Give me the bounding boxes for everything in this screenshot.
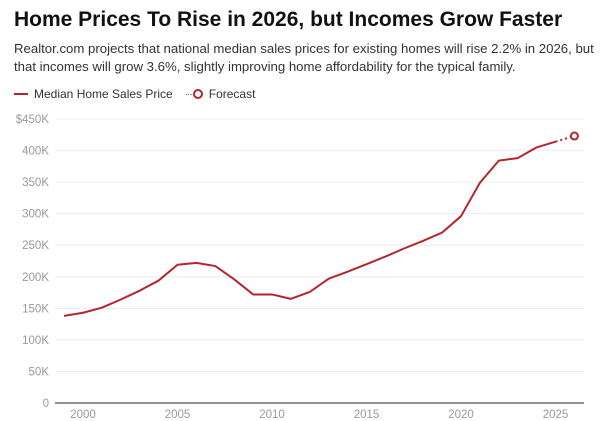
legend-line-swatch [14,93,28,95]
x-tick-label: 2000 [70,409,96,421]
legend-label-median: Median Home Sales Price [34,87,173,101]
x-tick-label: 2010 [259,409,285,421]
legend-forecast-swatch: ··· [185,89,203,100]
y-tick-label: 400K [22,146,49,158]
legend-label-forecast: Forecast [208,87,256,101]
y-tick-label: 100K [22,335,49,347]
y-tick-label: 300K [22,209,49,221]
y-tick-label: 350K [22,177,49,189]
chart-subtitle: Realtor.com projects that national media… [14,41,594,74]
y-tick-label: 50K [29,366,50,378]
y-tick-label: 250K [22,240,49,252]
y-tick-label: 200K [22,272,49,284]
x-tick-label: 2020 [448,409,474,421]
y-tick-label: $450K [16,114,50,126]
x-tick-label: 2015 [354,409,380,421]
x-tick-label: 2025 [543,409,569,421]
y-tick-label: 0 [43,398,49,410]
x-tick-label: 2005 [165,409,191,421]
series-line-median-home-sales-price [63,140,556,317]
y-tick-label: 150K [22,303,49,315]
forecast-point [569,131,579,141]
chart-title: Home Prices To Rise in 2026, but Incomes… [14,8,563,31]
legend: Median Home Sales Price ··· Forecast [14,87,255,101]
